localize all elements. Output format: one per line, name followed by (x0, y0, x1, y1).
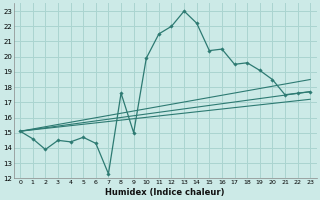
X-axis label: Humidex (Indice chaleur): Humidex (Indice chaleur) (106, 188, 225, 197)
